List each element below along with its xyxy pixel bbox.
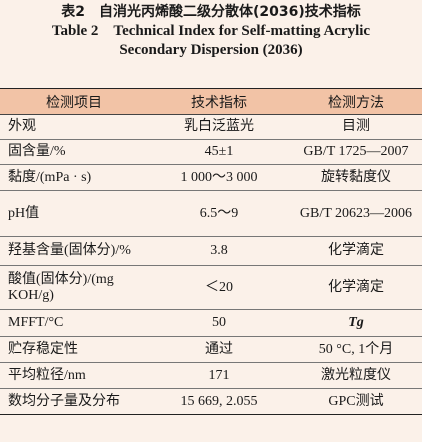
table-row: 黏度/(mPa · s) 1 000～3 000 旋转黏度仪 — [0, 164, 422, 191]
cell-item: pH值 — [0, 190, 148, 237]
cell-method: GPC测试 — [290, 388, 422, 415]
table-caption: 表2 自消光丙烯酸二级分散体(2036)技术指标 Table 2 Technic… — [0, 0, 422, 60]
header-test-item: 检测项目 — [0, 88, 148, 115]
cell-spec: 3.8 — [148, 236, 290, 266]
caption-english-line-2: Secondary Dispersion (2036) — [119, 42, 303, 58]
cell-item: 数均分子量及分布 — [0, 388, 148, 415]
cell-item: 黏度/(mPa · s) — [0, 164, 148, 191]
caption-english-line-1: Table 2 Technical Index for Self-matting… — [51, 23, 371, 39]
table-row: 固含量/% 45±1 GB/T 1725—2007 — [0, 139, 422, 165]
table-header-row: 检测项目 技术指标 检测方法 — [0, 88, 422, 115]
header-test-method: 检测方法 — [290, 88, 422, 115]
cell-item: 贮存稳定性 — [0, 336, 148, 363]
cell-method: GB/T 1725—2007 — [290, 139, 422, 165]
cell-method: GB/T 20623—2006 — [290, 190, 422, 237]
cell-spec: 乳白泛蓝光 — [148, 114, 290, 140]
cell-method: 化学滴定 — [290, 236, 422, 266]
table-row: 外观 乳白泛蓝光 目测 — [0, 114, 422, 140]
cell-method: 激光粒度仪 — [290, 362, 422, 389]
cell-method-text: Tg — [348, 315, 364, 330]
cell-method: Tg — [290, 309, 422, 337]
cell-spec: 1 000～3 000 — [148, 164, 290, 191]
cell-method: 化学滴定 — [290, 265, 422, 310]
cell-method: 50 °C, 1个月 — [290, 336, 422, 363]
cell-spec: 通过 — [148, 336, 290, 363]
cell-item: 外观 — [0, 114, 148, 140]
cell-item: 固含量/% — [0, 139, 148, 165]
cell-spec: 6.5～9 — [148, 190, 290, 237]
table-row: 平均粒径/nm 171 激光粒度仪 — [0, 362, 422, 389]
cell-spec: 45±1 — [148, 139, 290, 165]
cell-item: 酸值(固体分)/(mg KOH/g) — [0, 265, 148, 310]
cell-method: 旋转黏度仪 — [290, 164, 422, 191]
technical-index-table: 检测项目 技术指标 检测方法 外观 乳白泛蓝光 目测 固含量/% 45±1 GB… — [0, 88, 422, 415]
cell-spec: 50 — [148, 309, 290, 337]
caption-chinese: 表2 自消光丙烯酸二级分散体(2036)技术指标 — [61, 4, 361, 20]
table-row: MFFT/°C 50 Tg — [0, 309, 422, 337]
cell-item: 平均粒径/nm — [0, 362, 148, 389]
cell-spec: 171 — [148, 362, 290, 389]
cell-item: MFFT/°C — [0, 309, 148, 337]
cell-spec: ＜20 — [148, 265, 290, 310]
table-row: 数均分子量及分布 15 669, 2.055 GPC测试 — [0, 388, 422, 415]
table-row: 贮存稳定性 通过 50 °C, 1个月 — [0, 336, 422, 363]
cell-method: 目测 — [290, 114, 422, 140]
header-technical-index: 技术指标 — [148, 88, 290, 115]
table-row: pH值 6.5～9 GB/T 20623—2006 — [0, 190, 422, 237]
cell-item: 羟基含量(固体分)/% — [0, 236, 148, 266]
table-row: 羟基含量(固体分)/% 3.8 化学滴定 — [0, 236, 422, 266]
table-row: 酸值(固体分)/(mg KOH/g) ＜20 化学滴定 — [0, 265, 422, 310]
cell-spec: 15 669, 2.055 — [148, 388, 290, 415]
